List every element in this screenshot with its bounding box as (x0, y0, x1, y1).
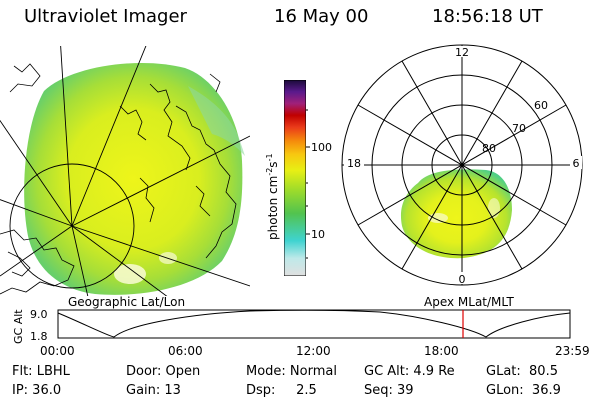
mlt-label-0: 0 (459, 273, 466, 286)
mlat-label-80: 80 (482, 142, 496, 155)
time-tick-2359: 23:59 (555, 344, 590, 358)
aurora-image-region (24, 62, 243, 295)
geographic-auroral-image (0, 46, 250, 296)
instrument-title: Ultraviolet Imager (24, 6, 187, 27)
colorbar-fill (284, 80, 306, 276)
time-tick-1800: 18:00 (424, 344, 459, 358)
mlt-label-18: 18 (347, 157, 361, 170)
time-tick-0600: 06:00 (168, 344, 203, 358)
colorbar-tick-100: 100 (311, 141, 332, 154)
info-door: Door: Open (126, 364, 201, 379)
info-seq: Seq: 39 (364, 383, 414, 398)
mlt-label-12: 12 (455, 46, 469, 59)
info-gc-alt: GC Alt: 4.9 Re (364, 364, 455, 379)
magnetic-polar-plot: 12 18 6 0 60 70 80 (341, 44, 583, 286)
altitude-time-plot: GC Alt 9.0 1.8 (12, 308, 571, 344)
info-filter: Flt: LBHL (12, 364, 70, 379)
date-label: 16 May 00 (274, 6, 369, 27)
time-label: 18:56:18 UT (432, 6, 543, 27)
altitude-tick-top: 9.0 (30, 308, 48, 321)
info-glat: GLat: 80.5 (486, 364, 558, 379)
time-tick-0000: 00:00 (40, 344, 75, 358)
altitude-tick-bottom: 1.8 (30, 330, 48, 343)
info-mode: Mode: Normal (246, 364, 337, 379)
altitude-curve (57, 309, 571, 338)
info-ip: IP: 36.0 (12, 383, 62, 398)
mlt-label-6: 6 (573, 157, 580, 170)
intensity-colorbar (284, 80, 306, 276)
altitude-axis-label: GC Alt (12, 309, 25, 344)
geographic-panel-label: Geographic Lat/Lon (68, 295, 186, 309)
colorbar-tick-10: 10 (311, 228, 325, 241)
info-gain: Gain: 13 (126, 383, 181, 398)
altitude-plot-frame (57, 309, 571, 339)
auroral-oval (400, 169, 512, 259)
mlat-label-60: 60 (534, 99, 548, 112)
colorbar-axis: 100 10 photon cm-2s-1 (265, 109, 332, 259)
time-tick-1200: 12:00 (296, 344, 331, 358)
info-dsp: Dsp: 2.5 (246, 383, 317, 398)
info-glon: GLon: 36.9 (486, 383, 561, 398)
apex-panel-label: Apex MLat/MLT (424, 295, 514, 309)
colorbar-unit-label: photon cm-2s-1 (265, 153, 280, 240)
mlat-label-70: 70 (512, 122, 526, 135)
